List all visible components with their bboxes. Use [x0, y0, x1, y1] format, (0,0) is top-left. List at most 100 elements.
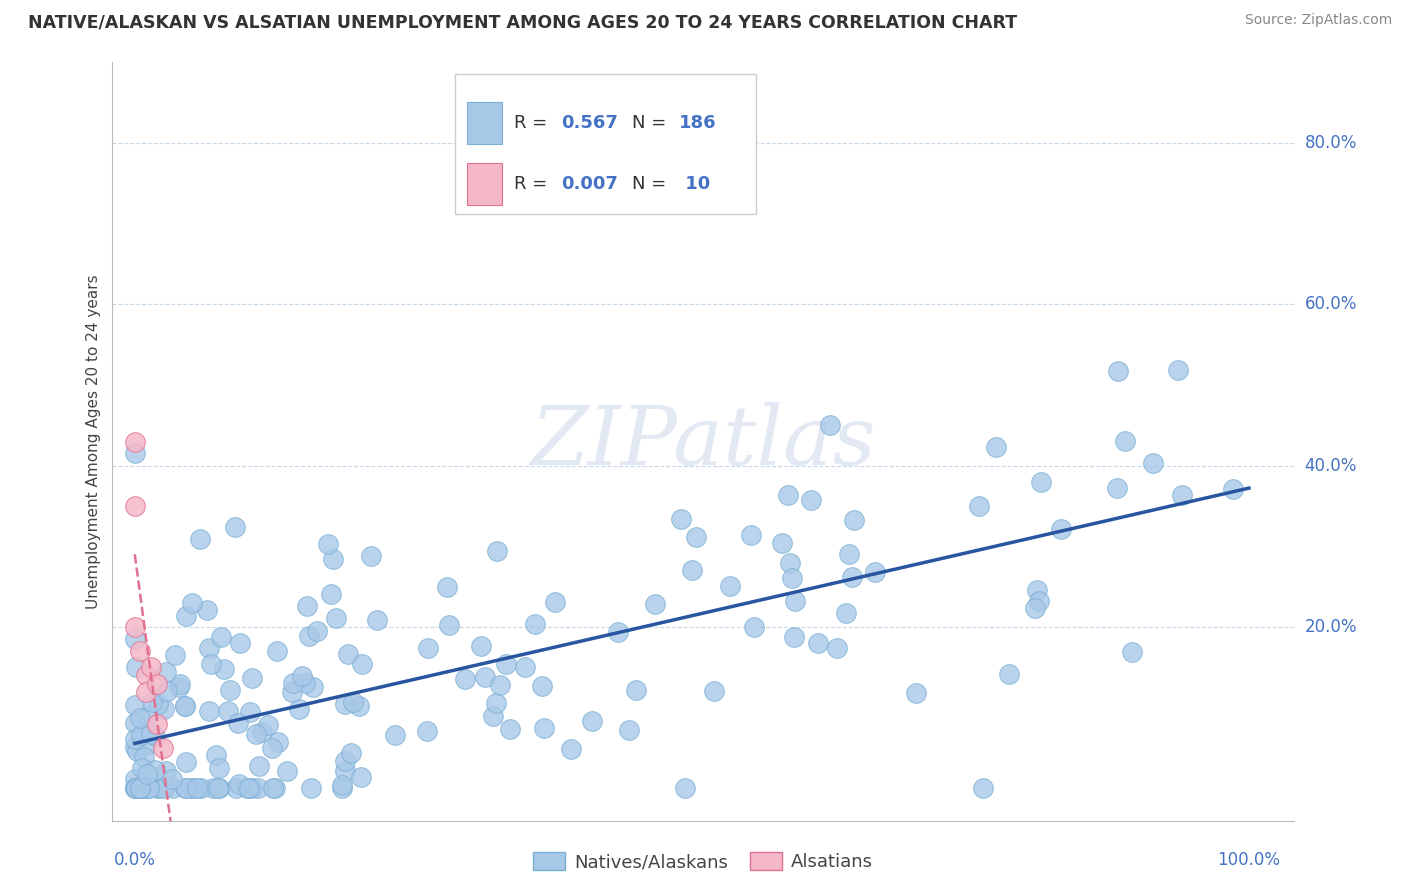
Point	[198, 640, 221, 655]
Point	[217, 704, 239, 718]
Point	[143, 729, 166, 743]
Point	[240, 781, 263, 796]
Text: R =: R =	[515, 175, 553, 193]
Point	[141, 660, 163, 674]
Point	[201, 781, 224, 796]
Point	[681, 563, 703, 577]
Point	[146, 697, 169, 711]
Point	[779, 556, 801, 570]
Point	[360, 549, 382, 564]
Text: 10: 10	[679, 175, 710, 193]
Point	[124, 731, 146, 746]
Point	[124, 781, 146, 796]
Point	[245, 727, 267, 741]
Point	[624, 683, 647, 698]
Point	[125, 660, 148, 674]
Point	[325, 610, 347, 624]
Point	[778, 488, 800, 502]
Point	[146, 716, 169, 731]
Point	[149, 781, 172, 796]
Point	[229, 636, 252, 650]
Point	[1171, 488, 1194, 502]
Point	[174, 781, 197, 796]
Point	[135, 739, 157, 753]
Point	[212, 662, 235, 676]
Text: N =: N =	[633, 175, 672, 193]
Point	[1142, 456, 1164, 470]
Point	[321, 587, 343, 601]
Point	[825, 640, 848, 655]
Point	[295, 599, 318, 613]
Text: ZIPatlas: ZIPatlas	[530, 401, 876, 482]
Point	[129, 711, 152, 725]
Point	[124, 740, 146, 755]
Point	[800, 492, 823, 507]
Point	[606, 625, 628, 640]
Point	[124, 698, 146, 712]
Point	[997, 667, 1019, 681]
Point	[560, 741, 582, 756]
Point	[129, 728, 152, 742]
Point	[134, 750, 156, 764]
Point	[124, 781, 146, 796]
Point	[782, 630, 804, 644]
Point	[972, 781, 994, 796]
Point	[740, 528, 762, 542]
Point	[129, 644, 152, 658]
Point	[485, 696, 508, 710]
Point	[581, 714, 603, 728]
Point	[125, 781, 148, 796]
Point	[673, 781, 696, 796]
Point	[174, 756, 197, 770]
Point	[207, 781, 229, 796]
Point	[228, 716, 250, 731]
Point	[131, 781, 153, 796]
Point	[820, 418, 842, 433]
FancyBboxPatch shape	[467, 103, 502, 144]
Point	[905, 686, 928, 700]
Point	[124, 781, 146, 796]
Point	[350, 770, 373, 784]
Point	[1121, 645, 1143, 659]
Point	[124, 781, 146, 796]
Point	[180, 596, 202, 610]
Point	[838, 547, 860, 561]
Point	[1025, 583, 1047, 598]
Point	[239, 706, 262, 720]
Point	[131, 762, 153, 776]
Point	[644, 597, 666, 611]
Y-axis label: Unemployment Among Ages 20 to 24 years: Unemployment Among Ages 20 to 24 years	[86, 274, 101, 609]
Point	[495, 657, 517, 672]
Point	[124, 446, 146, 460]
Point	[135, 684, 157, 698]
Point	[530, 679, 553, 693]
Point	[342, 695, 364, 709]
Point	[242, 671, 264, 685]
Point	[155, 764, 177, 778]
Point	[165, 648, 187, 663]
Point	[703, 684, 725, 698]
Point	[124, 434, 146, 449]
Point	[200, 657, 222, 672]
Point	[718, 579, 741, 593]
Point	[143, 763, 166, 777]
Point	[474, 670, 496, 684]
Point	[513, 660, 536, 674]
Point	[299, 781, 322, 796]
Point	[770, 536, 793, 550]
Point	[780, 571, 803, 585]
Point	[617, 723, 640, 738]
Point	[330, 781, 353, 796]
Text: 100.0%: 100.0%	[1218, 851, 1281, 869]
Point	[125, 781, 148, 796]
Text: 20.0%: 20.0%	[1305, 618, 1357, 636]
Point	[262, 781, 284, 796]
Point	[437, 618, 460, 632]
Point	[337, 647, 360, 661]
Point	[129, 781, 152, 796]
Point	[124, 772, 146, 786]
Point	[162, 781, 184, 796]
Point	[347, 699, 370, 714]
Point	[276, 764, 298, 778]
Point	[744, 619, 766, 633]
